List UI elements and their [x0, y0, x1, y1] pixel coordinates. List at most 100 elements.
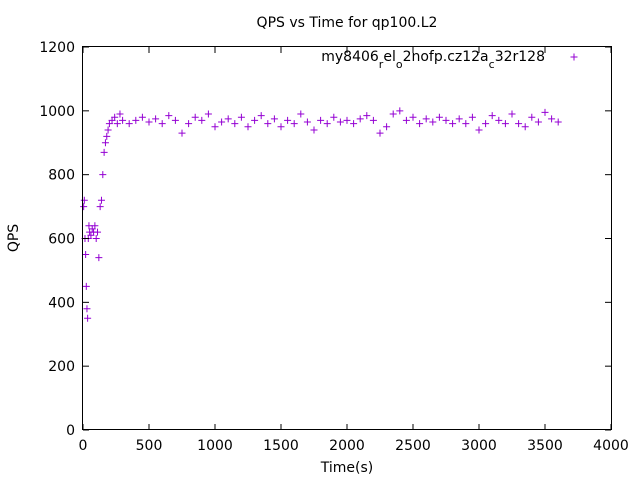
x-tick-label: 3000: [461, 438, 497, 454]
data-point: [336, 118, 344, 126]
data-point: [85, 222, 93, 230]
data-point: [257, 112, 265, 120]
data-point: [323, 120, 331, 128]
data-point: [508, 110, 516, 118]
data-point: [178, 129, 186, 137]
data-point: [409, 113, 417, 121]
legend-label-part: 2nofp.cz12a: [403, 49, 489, 65]
data-point: [264, 120, 272, 128]
x-tick-label: 1500: [263, 438, 299, 454]
data-point: [101, 139, 109, 147]
data-point: [104, 126, 112, 134]
data-point: [528, 113, 536, 121]
data-point: [158, 120, 166, 128]
y-tick-label: 800: [48, 168, 75, 184]
data-point: [396, 107, 404, 115]
data-point: [343, 116, 351, 124]
data-point: [383, 123, 391, 131]
data-point: [138, 113, 146, 121]
data-point: [91, 222, 99, 230]
data-point: [119, 116, 127, 124]
data-point: [237, 113, 245, 121]
data-point: [416, 120, 424, 128]
data-point: [82, 282, 90, 290]
legend-label-part: my8406: [321, 49, 379, 65]
data-point: [363, 112, 371, 120]
y-tick-label: 200: [48, 359, 75, 375]
data-point: [290, 120, 298, 128]
data-point: [103, 132, 111, 140]
data-point: [145, 118, 153, 126]
y-tick-label: 1200: [39, 40, 75, 56]
data-point: [198, 116, 206, 124]
y-axis-title: QPS: [6, 224, 22, 252]
data-point: [356, 115, 364, 123]
data-point: [369, 116, 377, 124]
data-point: [548, 115, 556, 123]
data-point: [171, 116, 179, 124]
data-point: [521, 123, 529, 131]
data-point: [152, 115, 160, 123]
data-point: [310, 126, 318, 134]
data-point: [297, 110, 305, 118]
data-point: [422, 115, 430, 123]
data-point: [244, 123, 252, 131]
data-point: [376, 129, 384, 137]
legend-label-part: 32r128: [495, 49, 545, 65]
data-point: [541, 108, 549, 116]
data-point: [95, 254, 103, 262]
data-point: [350, 120, 358, 128]
data-point: [468, 113, 476, 121]
data-point: [165, 112, 173, 120]
data-point: [284, 116, 292, 124]
data-point: [211, 123, 219, 131]
data-point: [495, 116, 503, 124]
y-axis-ticks: 0 200 400 600 800 1000 1200: [39, 40, 611, 439]
data-point: [462, 120, 470, 128]
data-point: [99, 171, 107, 179]
legend-label-part: r: [379, 58, 384, 71]
y-tick-label: 1000: [39, 104, 75, 120]
data-point: [277, 123, 285, 131]
data-point: [125, 120, 133, 128]
y-tick-label: 400: [48, 295, 75, 311]
chart-title: QPS vs Time for qp100.L2: [257, 15, 438, 31]
data-point: [402, 116, 410, 124]
x-tick-label: 2000: [329, 438, 365, 454]
data-point: [100, 148, 108, 156]
x-tick-label: 0: [79, 438, 88, 454]
data-point: [97, 196, 105, 204]
data-point: [534, 118, 542, 126]
plot-frame: [82, 46, 612, 430]
data-points: [80, 107, 562, 322]
data-point: [111, 113, 119, 121]
data-point: [96, 203, 104, 211]
x-axis-title: Time(s): [320, 460, 373, 476]
legend-label-part: c: [489, 58, 495, 71]
y-tick-label: 600: [48, 232, 75, 248]
data-point: [270, 115, 278, 123]
legend-marker: [570, 53, 578, 61]
data-point: [231, 120, 239, 128]
data-point: [84, 314, 92, 322]
x-tick-label: 2500: [395, 438, 431, 454]
x-tick-label: 500: [136, 438, 163, 454]
data-point: [330, 113, 338, 121]
legend-series-label: my8406relo2nofp.cz12ac32r128: [321, 49, 545, 71]
data-point: [475, 126, 483, 134]
data-point: [501, 120, 509, 128]
data-point: [429, 118, 437, 126]
data-point: [113, 120, 121, 128]
data-point: [94, 228, 102, 236]
x-axis-ticks: 0 500 1000 1500 2000 2500 3000 3500 4000: [79, 47, 629, 454]
legend-label-part: o: [396, 58, 403, 71]
data-point: [132, 116, 140, 124]
data-point: [251, 116, 259, 124]
data-point: [435, 113, 443, 121]
data-point: [116, 110, 124, 118]
data-point: [317, 116, 325, 124]
data-point: [82, 250, 90, 258]
data-point: [515, 120, 523, 128]
data-point: [482, 120, 490, 128]
